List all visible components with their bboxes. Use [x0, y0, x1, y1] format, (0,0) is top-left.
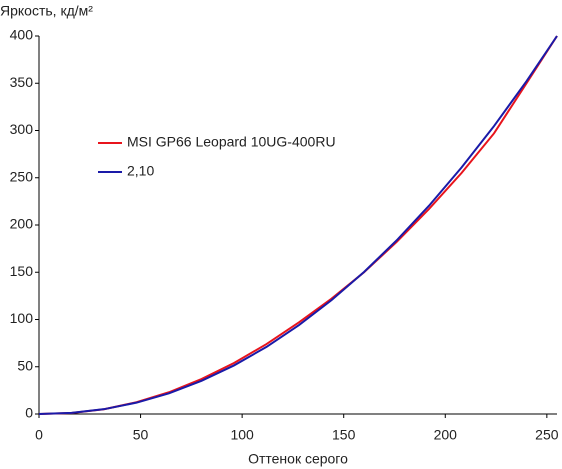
x-tick-label: 150	[332, 427, 356, 443]
legend-label: 2,10	[127, 163, 154, 179]
y-tick-label: 100	[10, 310, 34, 326]
series-line	[38, 35, 558, 415]
y-tick-label: 150	[10, 263, 34, 279]
y-tick-label: 50	[17, 357, 33, 373]
series-line	[38, 35, 558, 415]
x-tick-label: 250	[535, 427, 559, 443]
x-tick-label: 50	[133, 427, 149, 443]
y-tick-label: 0	[25, 405, 33, 421]
y-axis-label: Яркость, кд/м²	[0, 3, 93, 19]
y-tick-label: 350	[10, 74, 34, 90]
x-tick-label: 0	[35, 427, 43, 443]
x-tick-label: 200	[434, 427, 458, 443]
x-axis-label: Оттенок серого	[248, 451, 348, 467]
x-tick-label: 100	[230, 427, 254, 443]
legend-label: MSI GP66 Leopard 10UG-400RU	[127, 134, 336, 150]
y-tick-label: 400	[10, 27, 34, 43]
y-tick-label: 250	[10, 168, 34, 184]
y-tick-label: 200	[10, 216, 34, 232]
y-tick-label: 300	[10, 121, 34, 137]
